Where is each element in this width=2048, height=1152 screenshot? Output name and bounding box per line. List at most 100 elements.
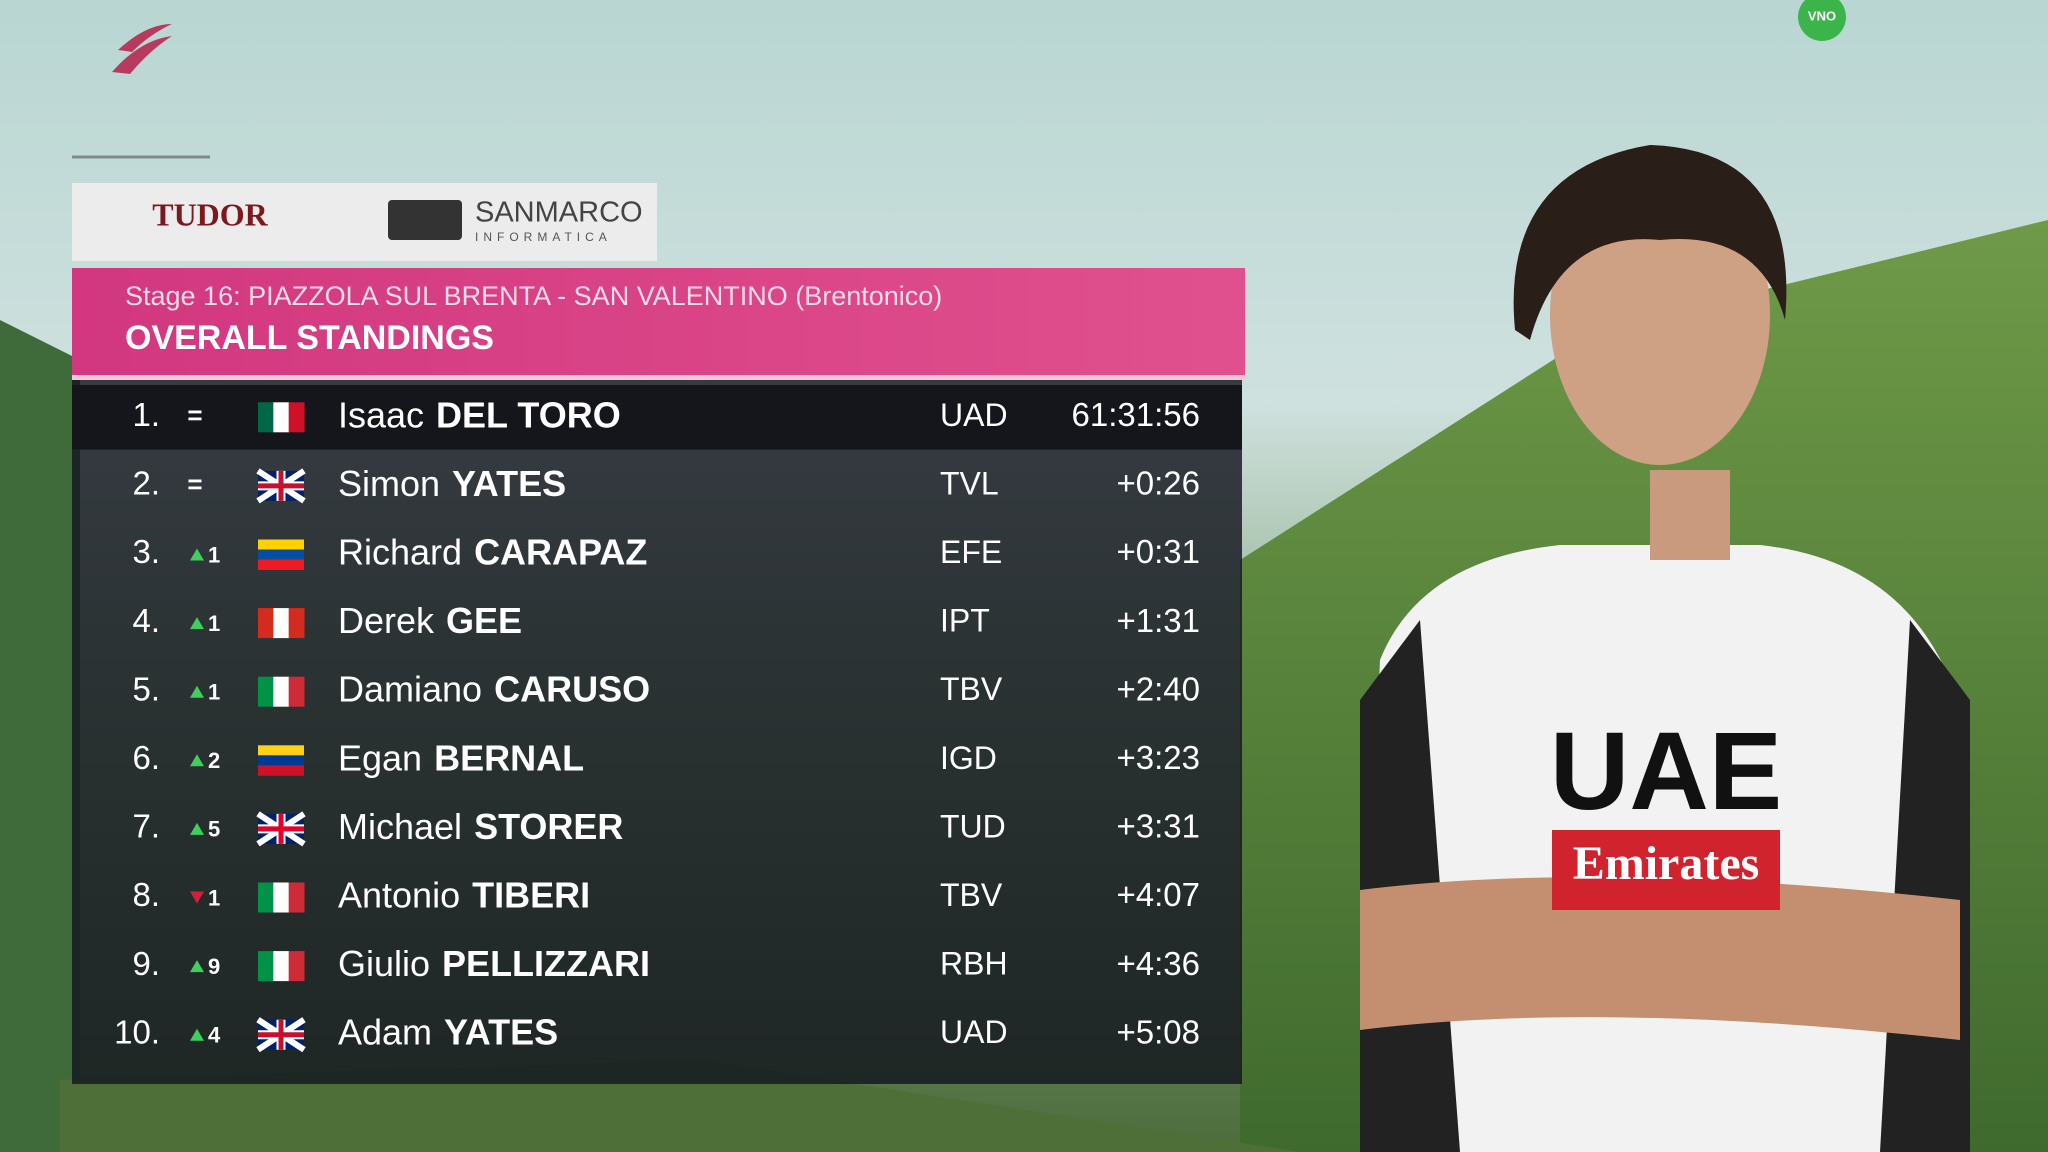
flag-stripe — [258, 539, 304, 550]
flag-stripe — [288, 951, 305, 982]
gap-time: +0:31 — [1117, 533, 1201, 570]
flag-stripe — [273, 951, 290, 982]
flag-stripe — [288, 402, 305, 433]
rank: 2. — [132, 465, 160, 502]
standings-row: 10. 4 Adam YATES UAD +5:08 — [114, 1011, 1200, 1052]
header-rule — [72, 375, 1245, 380]
standings-table: 1. = Isaac DEL TORO UAD 61:31:56 2. = Simon YATES… — [72, 385, 1242, 1052]
last-name: DEL TORO — [436, 394, 621, 435]
trend-arrow — [190, 617, 204, 630]
team-code: EFE — [940, 534, 1002, 570]
gap-time: +3:31 — [1117, 808, 1201, 845]
team-code: IPT — [940, 603, 990, 639]
rank: 4. — [132, 602, 160, 639]
rank: 1. — [132, 396, 160, 433]
position-change: 5 — [208, 817, 220, 842]
rank: 3. — [132, 533, 160, 570]
rider-name: Simon YATES — [338, 462, 566, 503]
position-change: 1 — [208, 611, 220, 636]
standings-title: OVERALL STANDINGS — [125, 319, 494, 357]
last-name: PELLIZZARI — [442, 943, 650, 984]
standings-row: 6. 2 Egan BERNAL IGD +3:23 — [132, 737, 1200, 778]
table-panel — [72, 380, 1242, 1084]
rider-name: Richard CARAPAZ — [338, 531, 647, 572]
team-code: UAD — [940, 397, 1008, 433]
sponsor-right-sub: INFORMATICA — [475, 230, 612, 244]
first-name: Simon — [338, 462, 440, 503]
trend-arrow — [190, 548, 204, 561]
gap-time: +0:26 — [1117, 465, 1201, 502]
flag-cross-inner — [258, 813, 304, 844]
trend-arrow — [190, 891, 204, 904]
flag-stripe — [288, 882, 305, 913]
first-name: Michael — [338, 805, 462, 846]
rider-name: Adam YATES — [338, 1011, 558, 1052]
last-name: YATES — [444, 1011, 558, 1052]
flag-cross-inner — [258, 1019, 304, 1050]
flag — [258, 608, 305, 639]
standings-row: 3. 1 Richard CARAPAZ EFE +0:31 — [132, 531, 1200, 572]
flag-stripe — [258, 882, 274, 913]
flag — [256, 811, 306, 847]
team-code: UAD — [940, 1014, 1008, 1050]
flag-stripe — [258, 559, 304, 570]
rider-name: Derek GEE — [338, 600, 522, 641]
first-name: Richard — [338, 531, 462, 572]
trend-arrow — [190, 960, 204, 973]
team-code: TBV — [940, 877, 1003, 913]
rank: 8. — [132, 876, 160, 913]
rider-name: Giulio PELLIZZARI — [338, 943, 650, 984]
rank: 6. — [132, 739, 160, 776]
flag — [256, 1017, 306, 1053]
sponsor-bar — [72, 183, 657, 261]
flag-stripe — [273, 608, 290, 639]
rank: 7. — [132, 808, 160, 845]
flag — [258, 402, 305, 433]
flag — [258, 539, 304, 570]
last-name: YATES — [452, 462, 566, 503]
position-change: 1 — [208, 542, 220, 567]
trend-arrow — [190, 1028, 204, 1041]
position-change: = — [187, 469, 202, 499]
rider-name: Damiano CARUSO — [338, 668, 650, 709]
flag-stripe — [273, 402, 290, 433]
team-code: TUD — [940, 808, 1006, 844]
team-code: IGD — [940, 740, 997, 776]
trend-arrow — [190, 685, 204, 698]
gap-time: +3:23 — [1117, 739, 1201, 776]
first-name: Adam — [338, 1011, 432, 1052]
rider-name: Egan BERNAL — [338, 737, 584, 778]
jersey-team: UAE — [1550, 710, 1782, 833]
first-name: Isaac — [338, 394, 424, 435]
position-change: 1 — [208, 680, 220, 705]
flag-stripe — [258, 951, 274, 982]
hill-left — [0, 320, 80, 1152]
team-code: RBH — [940, 946, 1008, 982]
standings-row: 2. = Simon YATES TVL +0:26 — [132, 462, 1200, 503]
flag-stripe — [258, 676, 274, 707]
first-name: Egan — [338, 737, 422, 778]
flag-cross-inner — [258, 470, 304, 501]
standings-row: 1. = Isaac DEL TORO UAD 61:31:56 — [72, 385, 1242, 450]
last-name: BERNAL — [434, 737, 584, 778]
gap-time: +4:07 — [1117, 876, 1201, 913]
flag-stripe — [258, 755, 304, 766]
flag-stripe — [258, 402, 274, 433]
flag — [256, 468, 306, 504]
flag — [258, 676, 305, 707]
standings-row: 8. 1 Antonio TIBERI TBV +4:07 — [132, 874, 1200, 915]
flag-stripe — [288, 608, 305, 639]
flag — [258, 951, 305, 982]
position-change: 2 — [208, 748, 220, 773]
rank: 9. — [132, 945, 160, 982]
row-highlight — [72, 385, 1242, 450]
team-code: TBV — [940, 671, 1003, 707]
last-name: GEE — [446, 600, 522, 641]
flag — [258, 745, 304, 776]
rider-name: Michael STORER — [338, 805, 623, 846]
standings-row: 5. 1 Damiano CARUSO TBV +2:40 — [132, 668, 1200, 709]
flag-stripe — [258, 549, 304, 560]
trend-arrow — [190, 822, 204, 835]
standings-row: 9. 9 Giulio PELLIZZARI RBH +4:36 — [132, 943, 1200, 984]
